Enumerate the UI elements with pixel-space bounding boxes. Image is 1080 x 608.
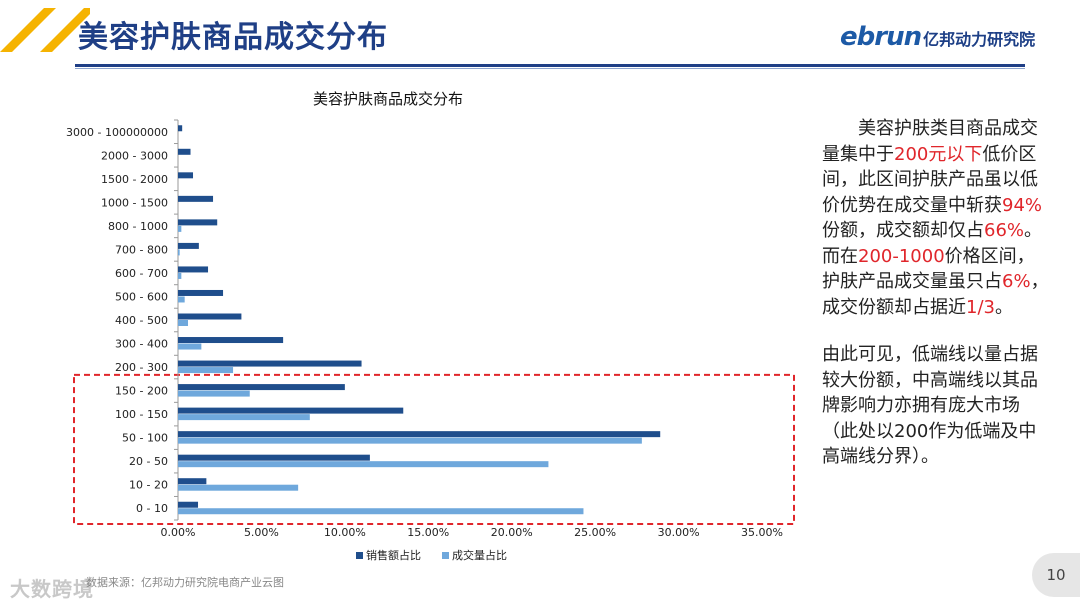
- brand-logo: ebrun 亿邦动力研究院: [840, 22, 1035, 52]
- x-tick-label: 20.00%: [491, 526, 533, 539]
- watermark: 大数跨境: [10, 577, 94, 601]
- bar-sales-share: [178, 266, 209, 273]
- bar-sales-share: [178, 242, 199, 249]
- bar-sales-share: [178, 195, 214, 202]
- bar-volume-share: [178, 414, 310, 421]
- bar-volume-share: [178, 296, 185, 303]
- bar-sales-share: [178, 337, 284, 344]
- bar-sales-share: [178, 125, 183, 132]
- highlight-mid-volume: 6%: [1002, 271, 1031, 292]
- y-tick-label: 50 - 100: [122, 432, 168, 445]
- chart-title: 美容护肤商品成交分布: [312, 90, 463, 108]
- bar-volume-share: [178, 343, 202, 350]
- bar-volume-share: [178, 461, 549, 468]
- x-tick-label: 30.00%: [658, 526, 700, 539]
- bar-sales-share: [178, 407, 404, 414]
- bar-sales-share: [178, 360, 362, 367]
- bar-sales-share: [178, 384, 345, 391]
- legend-swatch-volume: [442, 552, 449, 559]
- highlight-price-range: 200元以下: [894, 143, 983, 165]
- data-source: 数据来源：亿邦动力研究院电商产业云图: [86, 576, 284, 589]
- analysis-paragraph-1: 美容护肤类目商品成交量集中于200元以下低价区间，此区间护肤产品虽以低价优势在成…: [822, 118, 1049, 318]
- y-tick-label: 20 - 50: [129, 455, 168, 468]
- page-title: 美容护肤商品成交分布: [78, 20, 388, 55]
- bar-volume-share: [178, 390, 250, 397]
- legend-swatch-sales: [356, 552, 363, 559]
- y-tick-label: 3000 - 100000000: [66, 126, 168, 139]
- y-tick-label: 300 - 400: [115, 338, 168, 351]
- highlight-volume-share: 94%: [1002, 194, 1043, 216]
- y-tick-label: 700 - 800: [115, 243, 168, 256]
- logo-word: ebrun: [840, 22, 922, 52]
- bar-sales-share: [178, 501, 199, 508]
- y-tick-label: 200 - 300: [115, 361, 168, 374]
- bar-sales-share: [178, 172, 194, 179]
- bar-sales-share: [178, 219, 218, 226]
- y-tick-label: 0 - 10: [136, 502, 168, 515]
- bar-sales-share: [178, 431, 661, 438]
- logo-subtitle: 亿邦动力研究院: [923, 30, 1036, 49]
- bar-volume-share: [178, 508, 584, 515]
- x-tick-label: 35.00%: [741, 526, 783, 539]
- analysis-text: 美容护肤类目商品成交量集中于200元以下低价区间，此区间护肤产品虽以低价优势在成…: [822, 116, 1050, 470]
- page-number: 10: [1032, 553, 1080, 597]
- y-tick-label: 100 - 150: [115, 408, 168, 421]
- x-tick-label: 0.00%: [161, 526, 196, 539]
- bar-volume-share: [178, 272, 182, 279]
- highlight-mid-sales: 1/3: [966, 296, 995, 318]
- x-tick-label: 15.00%: [407, 526, 449, 539]
- bar-chart: 3000 - 100000000 2000 - 3000 1500 - 2000 10…: [66, 119, 795, 562]
- y-tick-label: 400 - 500: [115, 314, 168, 327]
- y-tick-label: 600 - 700: [115, 267, 168, 280]
- header-divider: [75, 64, 1025, 67]
- header-divider-thin: [75, 68, 1025, 69]
- legend-label-sales: 销售额占比: [366, 548, 421, 562]
- bar-volume-share: [178, 437, 642, 444]
- bar-sales-share: [178, 313, 242, 320]
- x-tick-label: 25.00%: [574, 526, 616, 539]
- analysis-paragraph-2: 由此可见，低端线以量占据较大份额，中高端线以其品牌影响力亦拥有庞大市场（此处以2…: [822, 344, 1038, 467]
- y-tick-label: 1500 - 2000: [101, 173, 168, 186]
- bar-volume-share: [178, 225, 182, 232]
- header-stripe: [0, 8, 90, 52]
- highlight-mid-range: 200-1000: [858, 245, 945, 267]
- bar-sales-share: [178, 148, 191, 155]
- y-tick-label: 150 - 200: [115, 385, 168, 398]
- y-tick-label: 800 - 1000: [108, 220, 168, 233]
- y-tick-label: 1000 - 1500: [101, 196, 168, 209]
- highlight-box: [73, 373, 795, 525]
- x-tick-label: 5.00%: [244, 526, 279, 539]
- bar-sales-share: [178, 454, 370, 461]
- legend-label-volume: 成交量占比: [452, 548, 507, 562]
- y-tick-label: 2000 - 3000: [101, 149, 168, 162]
- x-tick-label: 10.00%: [324, 526, 366, 539]
- bar-volume-share: [178, 367, 234, 374]
- bar-volume-share: [178, 249, 180, 256]
- y-tick-label: 10 - 20: [129, 479, 168, 492]
- bar-sales-share: [178, 289, 224, 296]
- y-tick-label: 500 - 600: [115, 290, 168, 303]
- bar-sales-share: [178, 478, 207, 485]
- bar-volume-share: [178, 320, 189, 326]
- bar-volume-share: [178, 484, 299, 491]
- highlight-sales-share: 66%: [984, 220, 1025, 241]
